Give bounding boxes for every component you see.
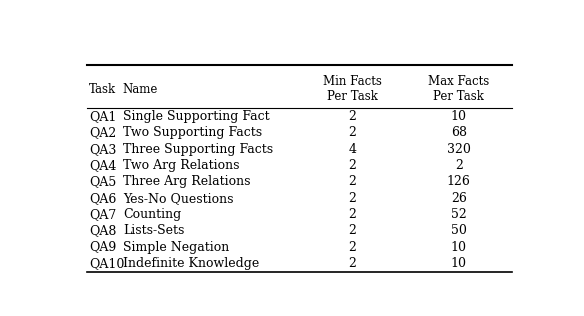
Text: 52: 52 (451, 208, 467, 221)
Text: 2: 2 (349, 240, 356, 253)
Text: Lists-Sets: Lists-Sets (123, 224, 184, 237)
Text: Three Supporting Facts: Three Supporting Facts (123, 143, 273, 156)
Text: QA8: QA8 (89, 224, 116, 237)
Text: 10: 10 (451, 257, 467, 270)
Text: Two Supporting Facts: Two Supporting Facts (123, 126, 262, 139)
Text: QA4: QA4 (89, 159, 116, 172)
Text: QA7: QA7 (89, 208, 116, 221)
Text: 2: 2 (349, 208, 356, 221)
Text: Min Facts
Per Task: Min Facts Per Task (323, 75, 382, 103)
Text: 2: 2 (349, 159, 356, 172)
Text: 4: 4 (349, 143, 356, 156)
Text: Task: Task (89, 82, 116, 95)
Text: 10: 10 (451, 240, 467, 253)
Text: 320: 320 (447, 143, 471, 156)
Text: 10: 10 (451, 110, 467, 123)
Text: 2: 2 (349, 175, 356, 188)
Text: QA2: QA2 (89, 126, 116, 139)
Text: Name: Name (123, 82, 158, 95)
Text: 2: 2 (349, 126, 356, 139)
Text: 68: 68 (451, 126, 467, 139)
Text: 26: 26 (451, 191, 467, 205)
Text: 126: 126 (447, 175, 471, 188)
Text: Two Arg Relations: Two Arg Relations (123, 159, 239, 172)
Text: Single Supporting Fact: Single Supporting Fact (123, 110, 269, 123)
Text: 2: 2 (455, 159, 463, 172)
Text: 2: 2 (349, 110, 356, 123)
Text: QA10: QA10 (89, 257, 124, 270)
Text: Three Arg Relations: Three Arg Relations (123, 175, 251, 188)
Text: Max Facts
Per Task: Max Facts Per Task (428, 75, 489, 103)
Text: QA9: QA9 (89, 240, 116, 253)
Text: QA5: QA5 (89, 175, 116, 188)
Text: 2: 2 (349, 257, 356, 270)
Text: Indefinite Knowledge: Indefinite Knowledge (123, 257, 259, 270)
Text: Counting: Counting (123, 208, 181, 221)
Text: QA1: QA1 (89, 110, 116, 123)
Text: QA6: QA6 (89, 191, 116, 205)
Text: 2: 2 (349, 224, 356, 237)
Text: Yes-No Questions: Yes-No Questions (123, 191, 234, 205)
Text: 50: 50 (451, 224, 467, 237)
Text: 2: 2 (349, 191, 356, 205)
Text: QA3: QA3 (89, 143, 116, 156)
Text: Simple Negation: Simple Negation (123, 240, 229, 253)
